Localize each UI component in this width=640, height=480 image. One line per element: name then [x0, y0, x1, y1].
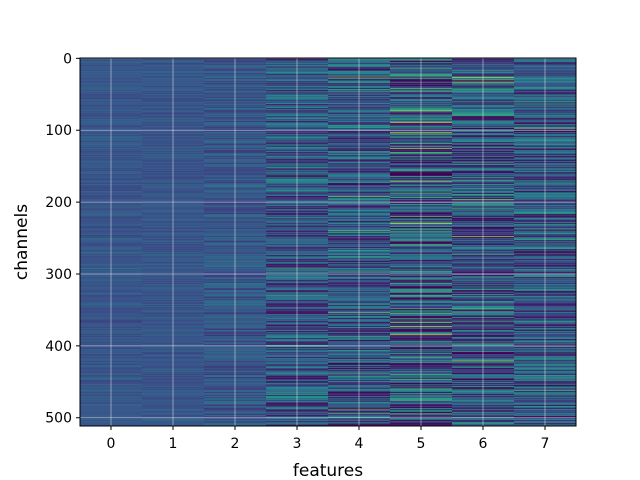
x-tick-label: 7	[541, 436, 550, 452]
y-tick-label: 500	[45, 411, 72, 427]
x-axis-ticks: 0 1 2 3 4 5 6 7	[107, 426, 550, 452]
y-tick-label: 200	[45, 195, 72, 211]
plot-area	[80, 58, 576, 427]
y-tick-label: 0	[63, 51, 72, 67]
plot-frame	[79, 57, 577, 427]
x-tick-label: 0	[107, 436, 116, 452]
y-axis-label: channels	[12, 204, 32, 280]
x-tick-label: 2	[231, 436, 240, 452]
x-axis-label: features	[293, 461, 363, 480]
y-axis-ticks: 0 100 200 300 400 500	[45, 51, 80, 427]
grid-lines	[80, 57, 576, 426]
x-tick-label: 1	[169, 436, 178, 452]
x-tick-label: 3	[293, 436, 302, 452]
y-tick-label: 400	[45, 339, 72, 355]
x-tick-label: 5	[417, 436, 426, 452]
y-tick-label: 300	[45, 267, 72, 283]
x-tick-label: 6	[479, 436, 488, 452]
x-tick-label: 4	[355, 436, 364, 452]
y-tick-label: 100	[45, 123, 72, 139]
